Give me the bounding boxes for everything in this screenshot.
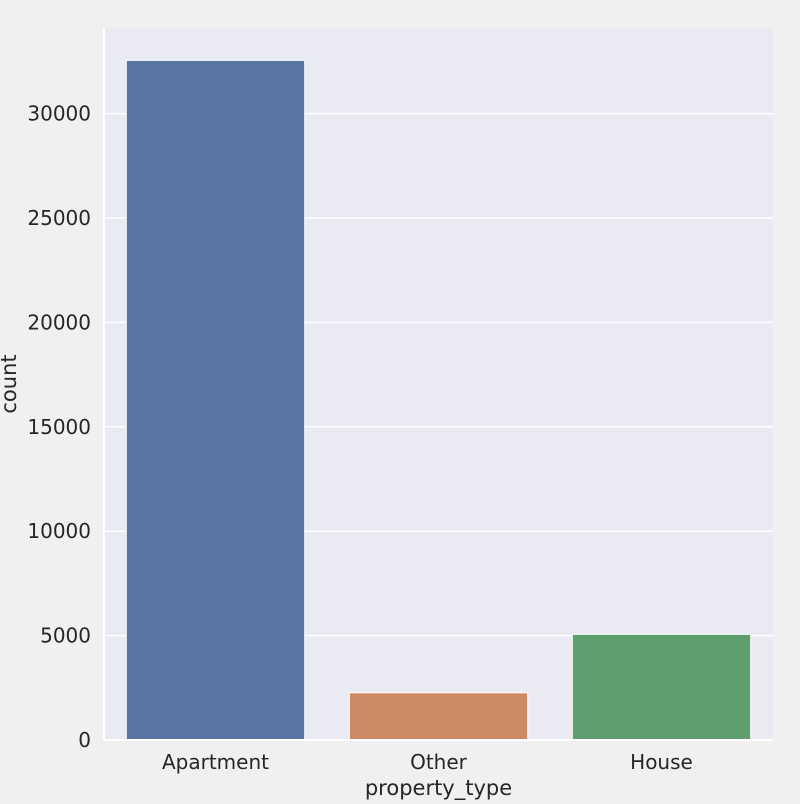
y-tick-label: 0 [78,728,91,752]
y-tick-label: 20000 [27,310,91,334]
y-tick-label: 5000 [40,624,91,648]
x-tick-labels: Apartment Other House [162,750,693,774]
y-tick-label: 25000 [27,206,91,230]
y-axis-label: count [0,354,21,413]
bar-apartment [125,59,306,741]
x-tick-label: Other [410,750,468,774]
y-tick-labels: 0 5000 10000 15000 20000 25000 30000 [27,102,91,752]
x-tick-label: House [630,750,693,774]
x-axis-label: property_type [365,776,512,800]
bar-other [348,692,529,741]
y-tick-label: 30000 [27,102,91,126]
y-tick-label: 10000 [27,519,91,543]
bar-house [571,633,752,741]
x-tick-label: Apartment [162,750,269,774]
axes [103,28,773,741]
y-tick-label: 15000 [27,415,91,439]
